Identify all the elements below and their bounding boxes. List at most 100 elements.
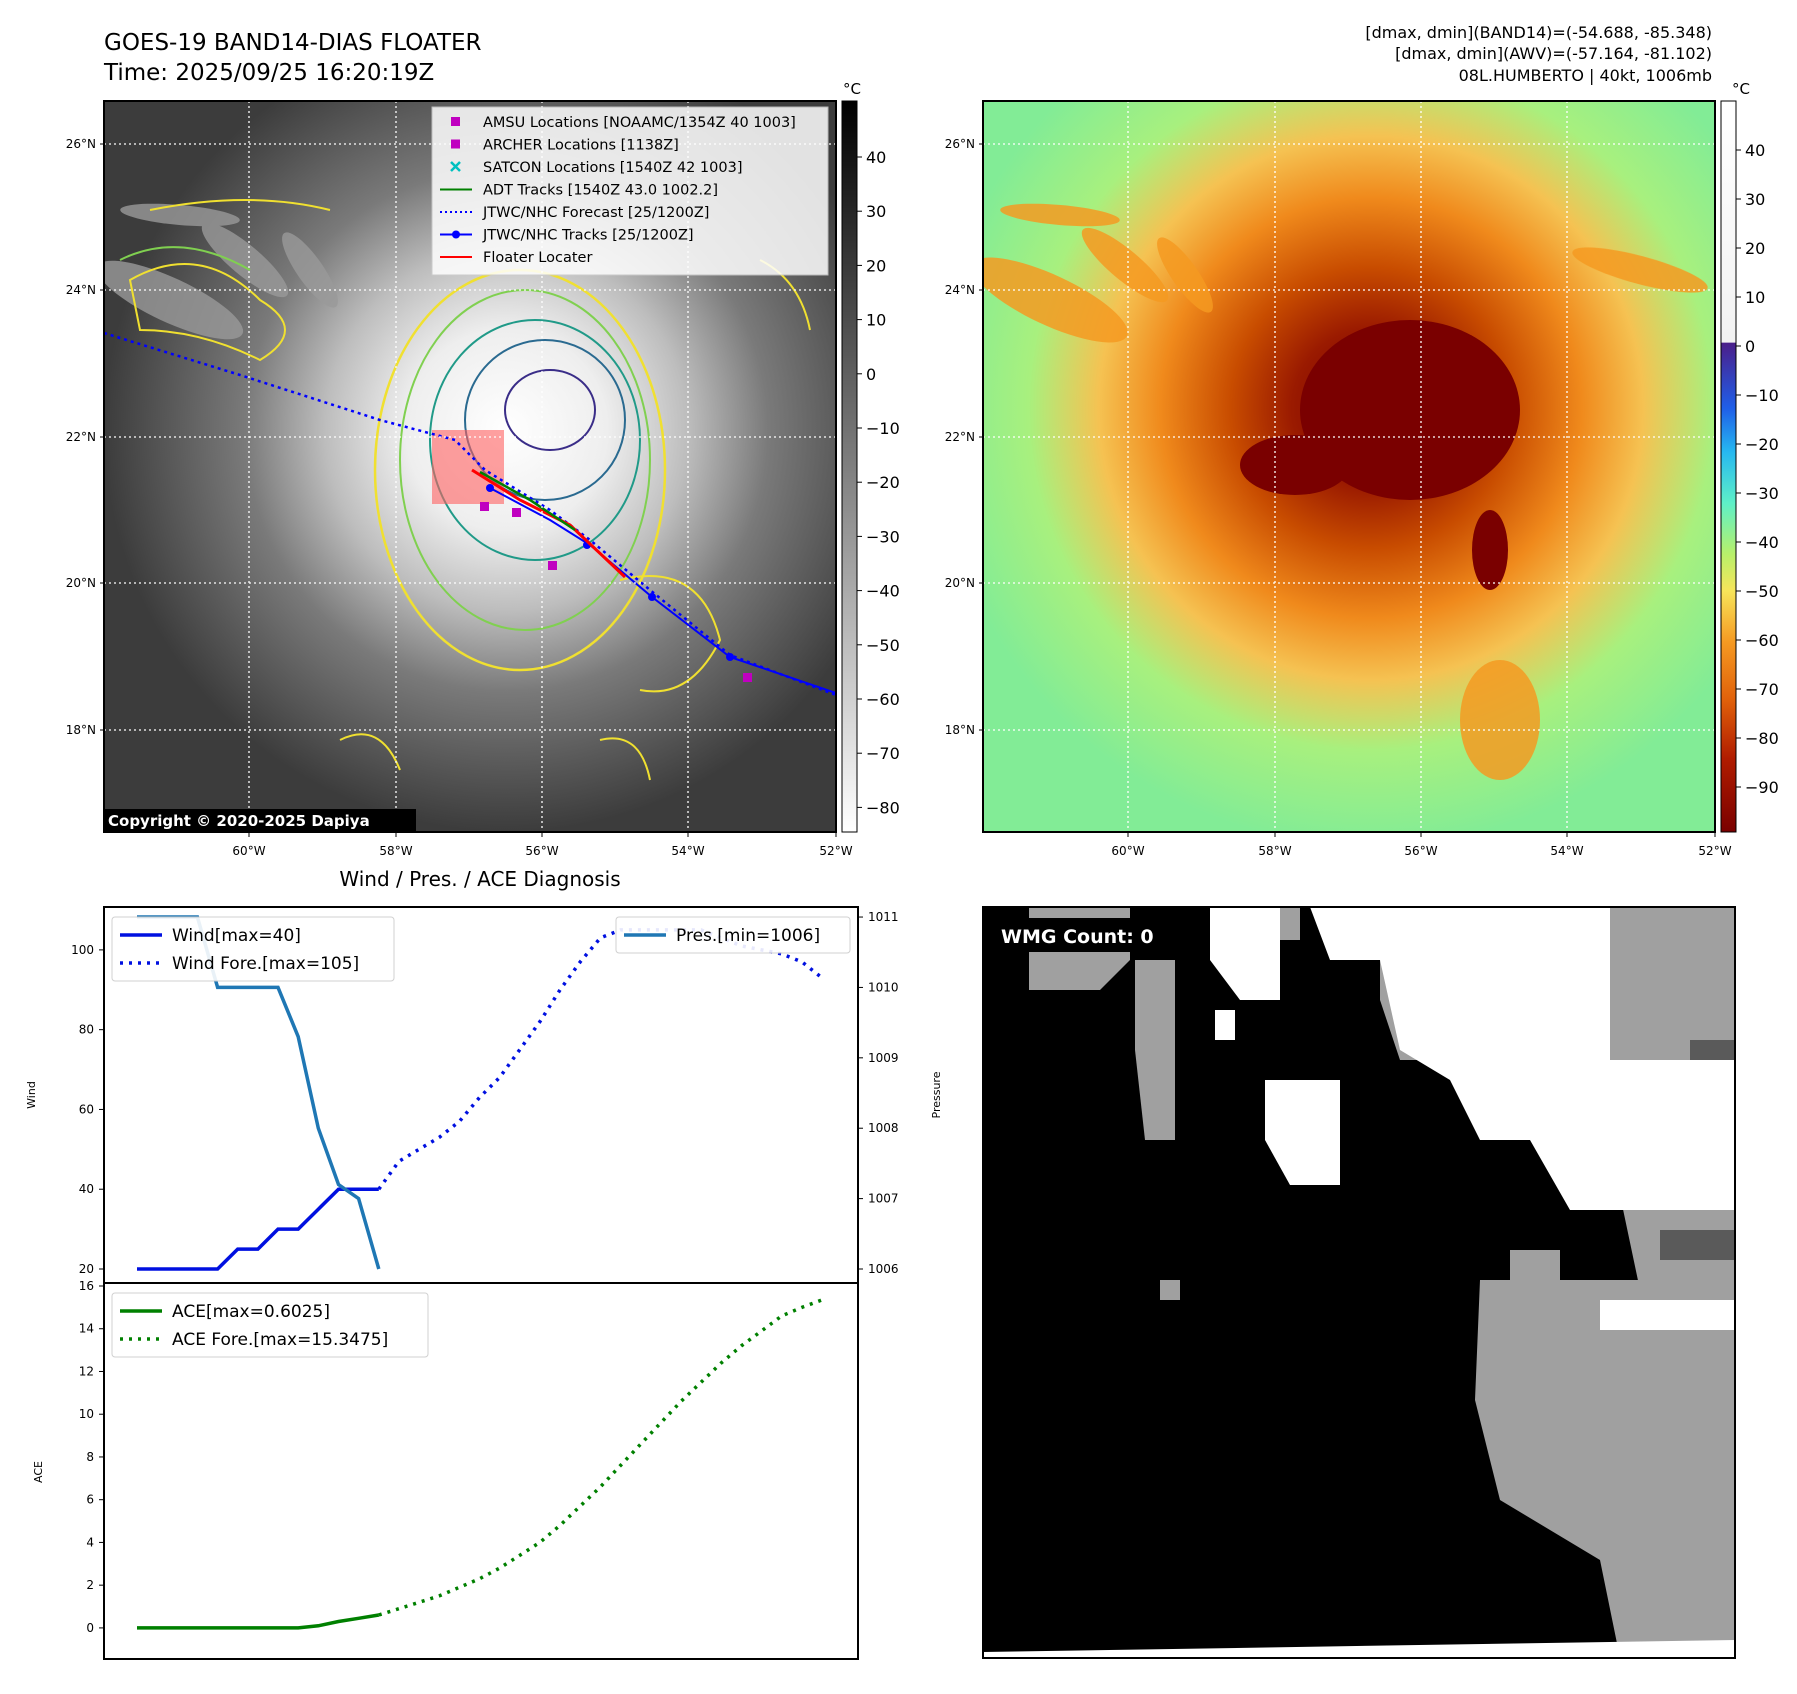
ytick-label: 16 <box>79 1279 94 1293</box>
ytick-right-label: 1006 <box>868 1262 899 1276</box>
ir-lon-tick: 52°W <box>819 844 852 858</box>
dias-cbar-tick: −30 <box>1745 484 1779 503</box>
wmg-panel: WMG Count: 0 <box>982 906 1736 1659</box>
ir-lat-tick: 20°N <box>66 576 96 590</box>
legend-label: JTWC/NHC Forecast [25/1200Z] <box>482 205 709 221</box>
dias-lat-tick: 22°N <box>945 430 975 444</box>
legend-label: ADT Tracks [1540Z 43.0 1002.2] <box>483 183 718 199</box>
ir-lat-tick: 18°N <box>66 723 96 737</box>
dias-lon-tick: 52°W <box>1698 844 1731 858</box>
legend-label: ARCHER Locations [1138Z] <box>483 138 679 154</box>
ytick-label: 14 <box>79 1322 94 1336</box>
ir-lat-tick: 24°N <box>66 283 96 297</box>
chart-legend-label: Wind Fore.[max=105] <box>172 954 359 974</box>
ir-legend: AMSU Locations [NOAAMC/1354Z 40 1003] ARC… <box>431 106 829 276</box>
ytick-label: 60 <box>79 1102 94 1116</box>
ytick-right-label: 1011 <box>868 910 899 924</box>
pressure-ylabel: Pressure <box>930 1071 943 1118</box>
amsu-markers <box>480 502 752 682</box>
ytick-label: 20 <box>79 1262 94 1276</box>
ace-ylabel: ACE <box>32 1461 45 1483</box>
figure-time: Time: 2025/09/25 16:20:19Z <box>103 60 434 86</box>
copyright-text: Copyright © 2020-2025 Dapiya <box>108 812 370 830</box>
figure-title: GOES-19 BAND14-DIAS FLOATER <box>104 30 482 56</box>
ir-cbar-tick: −10 <box>866 419 900 438</box>
dias-cbar-tick: −90 <box>1745 778 1779 797</box>
wmg-frame <box>982 906 1736 1659</box>
ir-lon-tick: 54°W <box>671 844 704 858</box>
dias-cbar-tick: −60 <box>1745 631 1779 650</box>
dias-lon-tick: 56°W <box>1404 844 1437 858</box>
ytick-right-label: 1009 <box>868 1051 899 1065</box>
band14-range: [dmax, dmin](BAND14)=(-54.688, -85.348) <box>1365 23 1712 42</box>
legend-dot-marker <box>452 230 460 239</box>
legend-entry: ARCHER Locations [1138Z] <box>451 138 679 154</box>
ir-lon-tick: 60°W <box>232 844 265 858</box>
legend-square-marker <box>451 139 460 149</box>
legend-label: Floater Locater <box>483 250 592 266</box>
ytick-label: 40 <box>79 1182 94 1196</box>
diag-title: Wind / Pres. / ACE Diagnosis <box>339 867 620 891</box>
dias-cbar-tick: −70 <box>1745 680 1779 699</box>
chart-legend-label: ACE[max=0.6025] <box>172 1302 330 1322</box>
ir-cbar-tick: 10 <box>866 311 886 330</box>
ytick-label: 8 <box>86 1450 94 1464</box>
dias-lon-tick: 58°W <box>1258 844 1291 858</box>
ir-cbar-tick: 40 <box>866 148 886 167</box>
dias-cloud-streaks <box>983 203 1708 780</box>
wmg-label-box <box>990 918 1175 952</box>
dias-lon-tick: 54°W <box>1550 844 1583 858</box>
dias-cbar-tick: 10 <box>1745 288 1765 307</box>
ir-lon-tick: 58°W <box>379 844 412 858</box>
legend-entry: AMSU Locations [NOAAMC/1354Z 40 1003] <box>451 115 796 131</box>
dias-cbar-tick: −20 <box>1745 435 1779 454</box>
ytick-right-label: 1010 <box>868 980 899 994</box>
dias-core <box>1240 320 1520 590</box>
dias-lat-tick: 18°N <box>945 723 975 737</box>
dias-lon-tick: 60°W <box>1111 844 1144 858</box>
ir-lat-tick: 26°N <box>66 137 96 151</box>
ir-cbar-tick: 20 <box>866 256 886 275</box>
legend-label: AMSU Locations [NOAAMC/1354Z 40 1003] <box>483 115 796 131</box>
awv-range: [dmax, dmin](AWV)=(-57.164, -81.102) <box>1395 44 1712 63</box>
ir-cbar-tick: −80 <box>866 798 900 817</box>
chart-legend-box <box>615 916 851 954</box>
ir-cbar-tick: −40 <box>866 582 900 601</box>
dias-colorbar: °C 40 30 20 10 0 −10 −20 −30 −40 −50 −60 −70 −80 −90 <box>1720 80 1779 833</box>
dias-cbar-tick: −40 <box>1745 533 1779 552</box>
ytick-label: 0 <box>86 1621 94 1635</box>
wind-pressure-chart: 20 40 60 80 100 1006 1007 1008 1009 1010 1011 Wind[… <box>25 906 943 1284</box>
ir-colorbar-gradient <box>841 100 858 833</box>
series-line-0 <box>137 1187 379 1271</box>
ir-cbar-tick: 30 <box>866 202 886 221</box>
dias-cbar-tick: −10 <box>1745 386 1779 405</box>
ytick-right-label: 1008 <box>868 1121 899 1135</box>
ytick-label: 6 <box>86 1493 94 1507</box>
nhc-track <box>489 487 836 694</box>
chart-legend-box <box>111 1292 429 1358</box>
map-axis-ticks: 26°N 26°N 24°N 24°N 22°N 22°N 20°N 20°N 18°N 18°N… <box>66 137 1732 858</box>
dias-map-panel <box>982 100 1716 833</box>
legend-x-marker <box>450 161 461 172</box>
dias-cbar-tick: 20 <box>1745 239 1765 258</box>
dias-lat-tick: 24°N <box>945 283 975 297</box>
ir-cbar-tick: 0 <box>866 365 876 384</box>
wmg-count-label: WMG Count: 0 <box>1001 926 1154 948</box>
ir-colorbar-unit: °C <box>843 80 861 98</box>
ir-cbar-tick: −20 <box>866 473 900 492</box>
ir-cbar-tick: −30 <box>866 527 900 546</box>
copyright-box <box>104 809 416 832</box>
nhc-track-points <box>486 484 734 661</box>
legend-entry: JTWC/NHC Tracks [25/1200Z] <box>440 228 694 244</box>
ytick-label: 12 <box>79 1364 94 1378</box>
ytick-right-label: 1007 <box>868 1192 899 1206</box>
dias-cbar-tick: −50 <box>1745 582 1779 601</box>
ytick-label: 100 <box>71 943 94 957</box>
dias-lat-tick: 20°N <box>945 576 975 590</box>
forecast-track <box>104 331 836 697</box>
ir-cbar-tick: −50 <box>866 636 900 655</box>
ir-colorbar: °C 40 30 20 10 0 −10 −20 −30 −40 −50 −60 −70 −80 <box>841 80 900 833</box>
wmg-white-blocks <box>983 907 1735 1658</box>
ytick-label: 80 <box>79 1023 94 1037</box>
